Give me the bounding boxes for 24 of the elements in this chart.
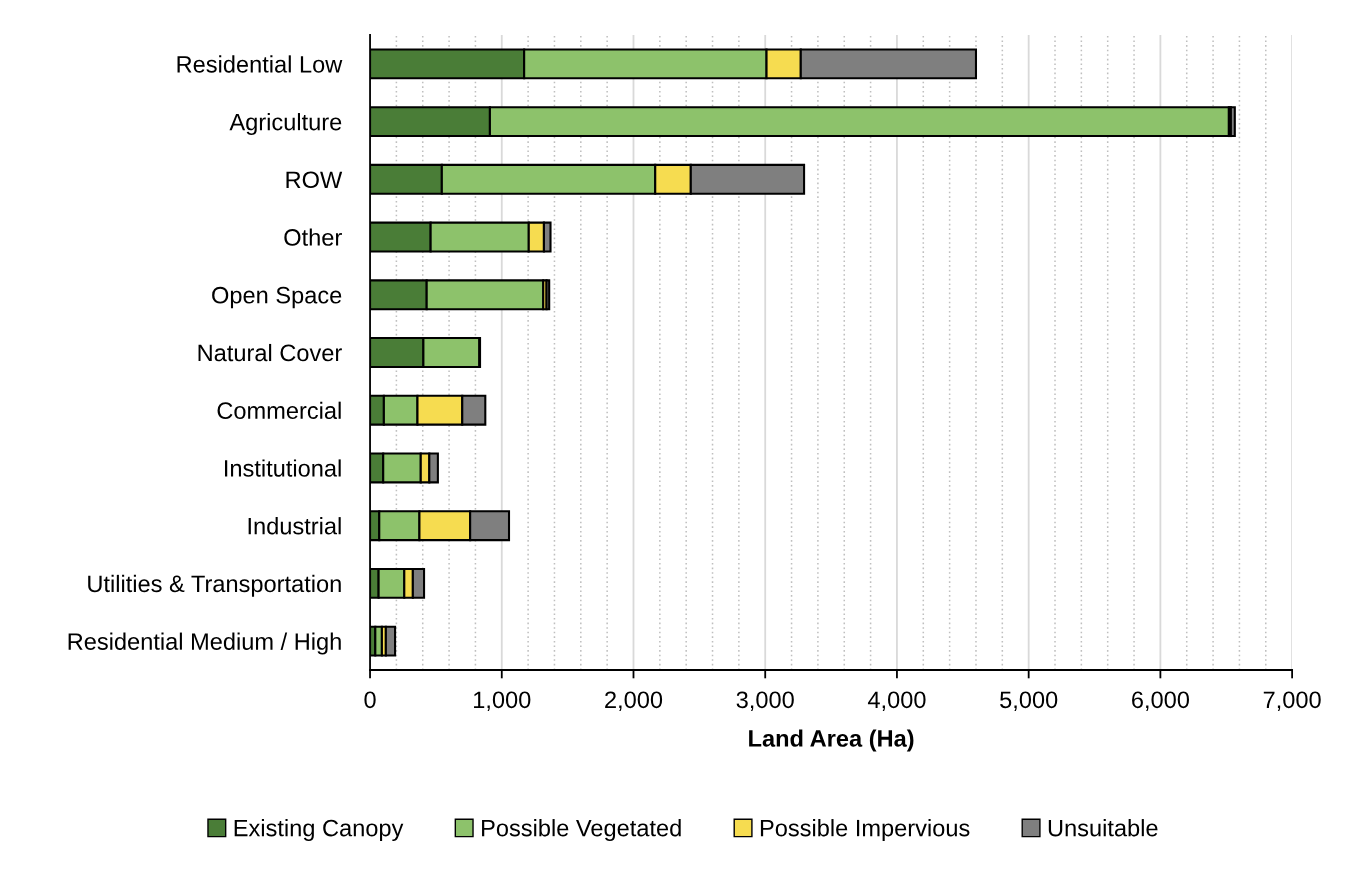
y-tick-label: Residential Low (177, 55, 343, 73)
x-tick-label: 6,000 (1132, 691, 1190, 711)
x-tick-label: 0 (364, 691, 376, 709)
y-tick-label: Institutional (225, 459, 341, 477)
y-tick-label: Residential Medium / High (68, 632, 341, 655)
y-tick-label: Utilities & Transportation (88, 574, 341, 597)
legend-label: Possible Vegetated (482, 819, 681, 842)
x-tick-label: 2,000 (605, 691, 663, 711)
x-tick-label: 5,000 (1000, 691, 1058, 711)
y-tick-label: Other (284, 228, 342, 246)
x-axis-title: Land Area (Ha) (749, 729, 914, 752)
legend-label: Possible Impervious (760, 819, 970, 842)
legend-label: Unsuitable (1048, 819, 1158, 837)
y-tick-label: Natural Cover (198, 343, 342, 362)
y-tick-label: ROW (286, 171, 343, 189)
y-tick-label: Commercial (217, 401, 341, 420)
y-tick-label: Open Space (212, 286, 342, 309)
y-tick-label: Agriculture (229, 113, 342, 136)
x-tick-label: 4,000 (867, 691, 926, 711)
x-tick-label: 3,000 (736, 691, 794, 711)
x-tick-label: 7,000 (1263, 691, 1321, 711)
y-tick-label: Industrial (248, 517, 341, 535)
legend-label: Existing Canopy (234, 819, 404, 842)
x-tick-label: 1,000 (474, 691, 531, 711)
